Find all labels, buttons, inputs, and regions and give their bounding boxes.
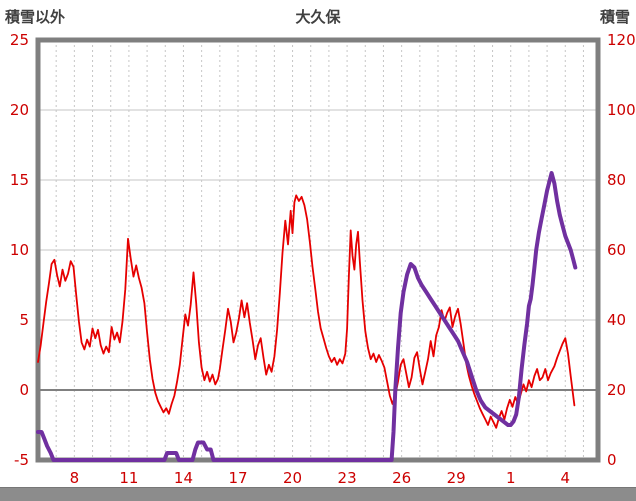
- x-axis-tick-label: 20: [283, 469, 302, 487]
- left-axis-tick-label: 15: [10, 171, 29, 189]
- right-axis-tick-label: 120: [607, 31, 636, 49]
- right-axis-tick-label: 80: [607, 171, 626, 189]
- right-axis-tick-label: 0: [607, 451, 617, 469]
- x-axis-tick-label: 26: [392, 469, 411, 487]
- left-axis-tick-label: 20: [10, 101, 29, 119]
- right-axis-tick-label: 60: [607, 241, 626, 259]
- right-axis-tick-label: 100: [607, 101, 636, 119]
- x-axis-tick-label: 11: [119, 469, 138, 487]
- x-axis-tick-label: 23: [338, 469, 357, 487]
- x-axis-tick-label: 4: [560, 469, 570, 487]
- right-axis-tick-label: 40: [607, 311, 626, 329]
- x-axis-tick-label: 1: [506, 469, 516, 487]
- x-axis-tick-label: 14: [174, 469, 193, 487]
- left-axis-tick-label: 5: [19, 311, 29, 329]
- x-axis-tick-label: 17: [228, 469, 247, 487]
- snow-depth-line: [36, 171, 578, 462]
- temperature-line: [37, 194, 576, 429]
- chart-title: 大久保: [295, 8, 341, 26]
- left-axis-tick-label: 25: [10, 31, 29, 49]
- x-axis-tick-label: 8: [70, 469, 80, 487]
- left-axis-tick-label: 0: [19, 381, 29, 399]
- right-axis-title: 積雪: [599, 8, 630, 26]
- horizontal-scrollbar[interactable]: [0, 487, 636, 501]
- left-axis-tick-label: -5: [14, 451, 29, 469]
- left-axis-title: 積雪以外: [5, 8, 66, 26]
- x-axis-tick-label: 29: [447, 469, 466, 487]
- left-axis-tick-label: 10: [10, 241, 29, 259]
- right-axis-tick-label: 20: [607, 381, 626, 399]
